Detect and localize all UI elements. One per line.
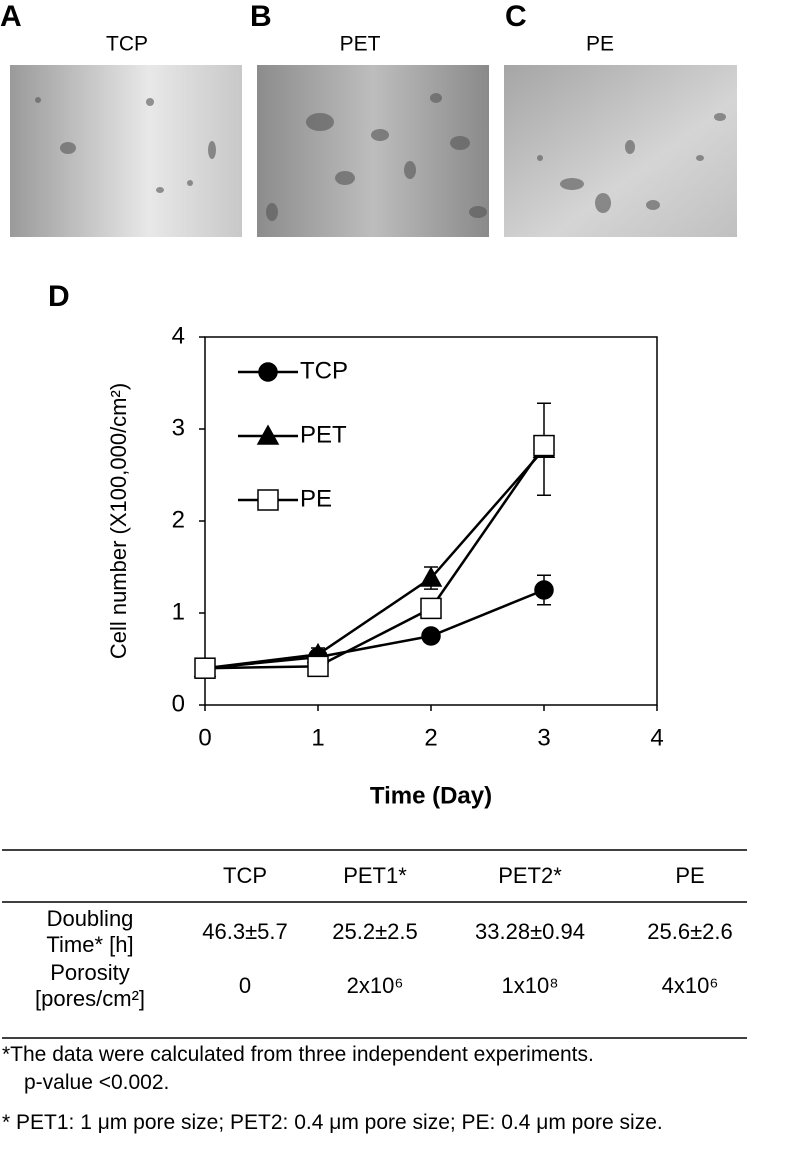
marker (420, 597, 442, 620)
column-header: PE (675, 863, 704, 888)
legend-label: TCP (300, 357, 348, 384)
series-line (204, 448, 545, 670)
x-axis-title: Time (Day) (370, 782, 492, 809)
y-tick-label: 2 (172, 506, 185, 533)
x-tick-label: 2 (424, 724, 437, 751)
marker (533, 434, 555, 457)
table-cell: 25.2±2.5 (332, 919, 417, 944)
marker (421, 626, 441, 646)
marker (534, 580, 554, 600)
table-cell: 46.3±5.7 (202, 919, 287, 944)
x-tick-label: 4 (650, 724, 663, 751)
marker (307, 655, 329, 678)
row-label: Doubling (47, 906, 134, 931)
y-axis-title: Cell number (X100,000/cm²) (106, 383, 131, 659)
panel-label: PET (340, 33, 381, 56)
table-cell: 25.6±2.6 (647, 919, 732, 944)
table-cell: 0 (239, 973, 251, 998)
marker (257, 489, 279, 511)
micrograph (257, 65, 489, 237)
cells (35, 97, 216, 193)
footnote: *The data were calculated from three ind… (2, 1043, 594, 1066)
marker (256, 424, 280, 445)
row-label: Porosity (50, 960, 129, 985)
panel-letter: A (0, 0, 22, 33)
marker (258, 362, 278, 382)
row-label: Time* [h] (46, 932, 133, 957)
micrograph (504, 65, 737, 237)
x-tick-label: 3 (537, 724, 550, 751)
chart: 0 1 2 3 4 0 1 2 3 4 TCP PET PE (172, 322, 664, 751)
cells (266, 93, 487, 221)
row-label: [pores/cm²] (35, 986, 145, 1011)
panel-letter: C (505, 0, 527, 33)
series-line (204, 588, 545, 670)
table-cell: 4x10⁶ (662, 973, 719, 998)
marker (194, 657, 216, 679)
column-header: PET1* (343, 863, 407, 888)
column-header: TCP (223, 863, 267, 888)
micrograph (10, 65, 242, 237)
legend-label: PET (300, 421, 347, 448)
plot-frame (204, 336, 658, 706)
panel-label: PE (586, 33, 614, 56)
panel-letter: B (250, 0, 272, 33)
footnote: p-value <0.002. (24, 1071, 170, 1094)
table-cell: 2x10⁶ (347, 973, 404, 998)
legend-label: PE (300, 485, 332, 512)
panel-letter: D (48, 280, 70, 313)
y-tick-label: 3 (172, 414, 185, 441)
footnote: * PET1: 1 μm pore size; PET2: 0.4 μm por… (2, 1111, 663, 1134)
panel-label: TCP (106, 33, 148, 56)
series-line (204, 444, 546, 670)
marker (419, 566, 443, 587)
x-tick-label: 1 (311, 724, 324, 751)
table-cell: 33.28±0.94 (475, 919, 585, 944)
y-tick-label: 0 (172, 690, 185, 717)
cells (537, 113, 726, 213)
column-header: PET2* (498, 863, 562, 888)
y-tick-label: 4 (172, 322, 185, 349)
y-tick-label: 1 (172, 598, 185, 625)
x-tick-label: 0 (198, 724, 211, 751)
table-cell: 1x10⁸ (502, 973, 559, 998)
